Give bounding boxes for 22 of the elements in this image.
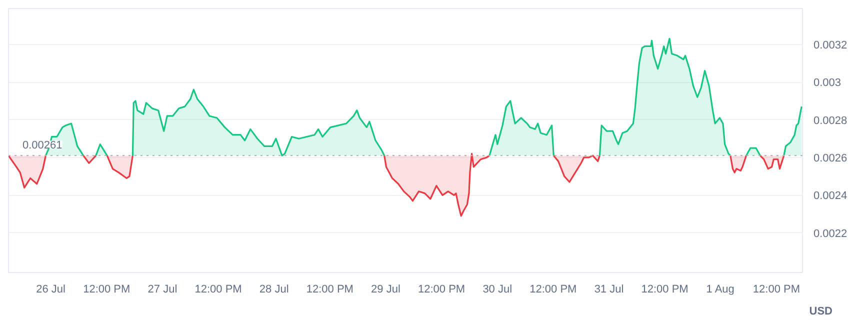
y-tick-label: 0.0032 [814, 39, 848, 52]
x-tick-label: 29 Jul [371, 284, 400, 296]
x-tick-label: 12:00 PM [306, 284, 354, 296]
y-tick-label: 0.0026 [814, 152, 848, 164]
y-tick-label: 0.0022 [814, 228, 848, 240]
x-tick-label: 31 Jul [594, 284, 624, 296]
y-tick-label: 0.003 [814, 77, 842, 90]
x-tick-label: 12:00 PM [530, 284, 577, 296]
x-tick-label: 12:00 PM [83, 284, 130, 296]
x-tick-label: 12:00 PM [752, 284, 800, 296]
y-axis-title: USD [809, 306, 833, 318]
y-tick-label: 0.0028 [814, 114, 848, 127]
x-tick-label: 12:00 PM [418, 284, 466, 296]
x-tick-label: 27 Jul [148, 284, 178, 296]
x-tick-label: 12:00 PM [641, 284, 688, 296]
x-tick-label: 30 Jul [482, 284, 512, 296]
ref-line-label: 0.00261 [22, 140, 62, 152]
x-tick-label: 26 Jul [36, 284, 66, 296]
y-tick-label: 0.0024 [814, 190, 848, 202]
x-tick-label: 12:00 PM [194, 284, 242, 296]
x-tick-label: 28 Jul [259, 284, 289, 296]
x-tick-label: 1 Aug [706, 284, 734, 296]
